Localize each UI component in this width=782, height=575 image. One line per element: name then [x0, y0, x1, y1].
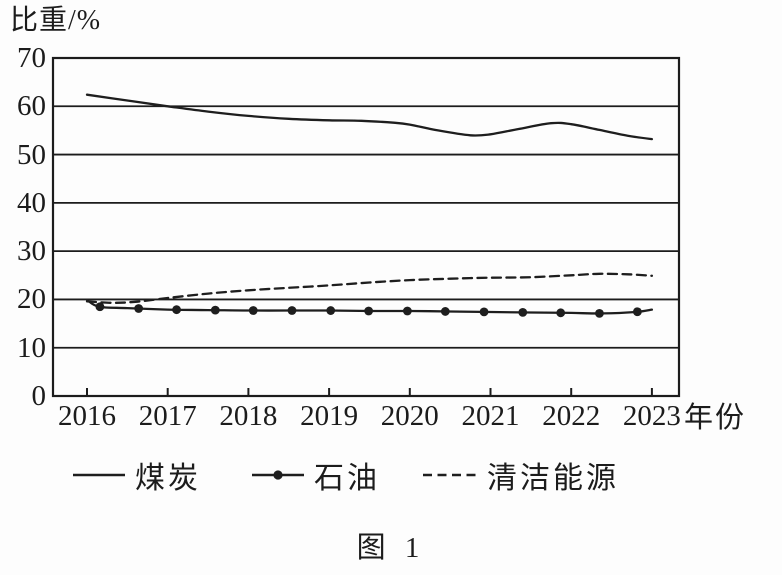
y-tick-label-40: 40 — [17, 186, 46, 219]
legend-item-oil: 石油 — [251, 452, 380, 498]
y-tick-label-10: 10 — [17, 331, 46, 364]
oil-data-point-marker — [518, 307, 528, 317]
dashed-line-swatch-icon — [423, 473, 477, 477]
oil-data-point-marker — [210, 305, 220, 315]
x-tick-label-2020: 2020 — [380, 400, 439, 432]
x-tick-label-2017: 2017 — [138, 400, 197, 432]
oil-data-point-marker — [134, 304, 144, 313]
legend: 煤炭 石油 清洁能源 — [0, 452, 782, 498]
legend-item-coal: 煤炭 — [72, 452, 201, 498]
y-tick-label-60: 60 — [17, 90, 46, 123]
legend-label-coal: 煤炭 — [135, 462, 201, 495]
oil-data-point-marker — [632, 307, 642, 317]
x-tick-label-2018: 2018 — [219, 400, 278, 432]
oil-data-point-marker — [595, 308, 604, 318]
x-tick-label-2022: 2022 — [542, 400, 601, 432]
oil-data-point-marker — [440, 307, 450, 316]
dot-marker-line-swatch-icon — [252, 470, 304, 480]
y-tick-label-70: 70 — [17, 42, 46, 74]
legend-label-oil: 石油 — [314, 462, 380, 495]
series-line-clean-energy — [85, 272, 654, 304]
y-tick-label-0: 0 — [31, 380, 47, 412]
oil-data-point-marker — [248, 306, 258, 315]
oil-data-point-marker — [95, 302, 105, 312]
oil-data-point-marker — [172, 305, 181, 315]
x-tick-label-2021: 2021 — [461, 400, 520, 432]
figure-caption: 图 1 — [356, 532, 426, 564]
plot-frame — [51, 56, 681, 398]
x-axis-title: 年份 — [684, 402, 747, 434]
oil-data-point-marker — [364, 306, 374, 316]
oil-data-point-marker — [326, 306, 336, 315]
oil-data-point-marker — [556, 308, 566, 318]
x-tick-label-2023: 2023 — [622, 400, 681, 432]
series-line-coal — [85, 93, 654, 141]
solid-line-swatch-icon — [73, 473, 125, 477]
y-tick-label-30: 30 — [17, 235, 46, 268]
y-tick-label-50: 50 — [17, 138, 46, 171]
oil-data-point-marker — [402, 306, 412, 316]
legend-label-clean-energy: 清洁能源 — [487, 462, 619, 495]
x-tick-label-2016: 2016 — [58, 400, 116, 432]
y-tick-label-20: 20 — [17, 283, 46, 316]
x-tick-label-2019: 2019 — [300, 400, 359, 432]
oil-data-point-marker — [479, 307, 489, 317]
y-axis-title: 比重/% — [10, 5, 102, 36]
legend-item-clean-energy: 清洁能源 — [422, 452, 619, 498]
oil-data-point-marker — [287, 306, 297, 315]
